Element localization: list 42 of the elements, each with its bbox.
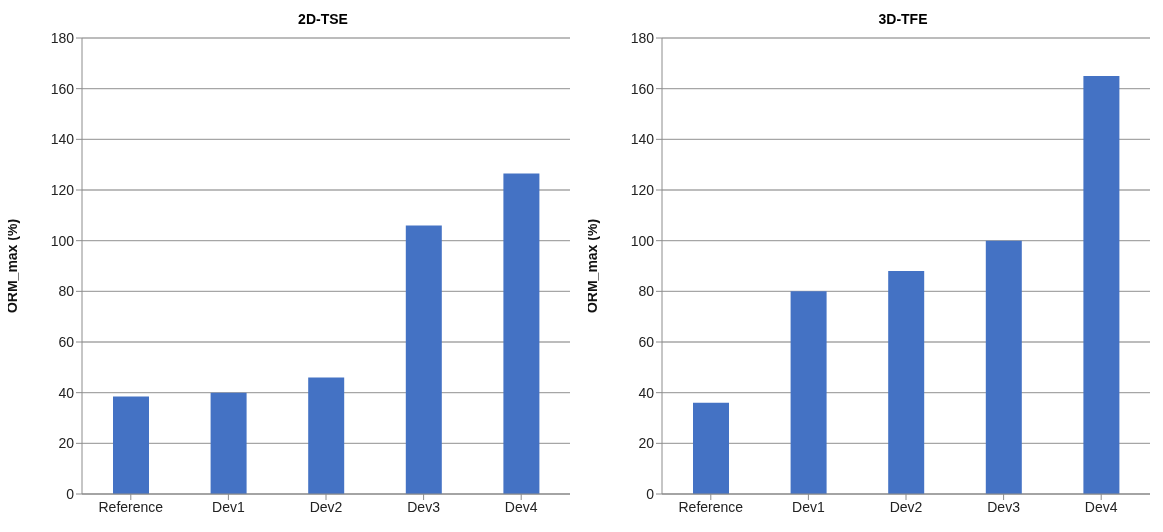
y-tick-label: 40	[58, 384, 75, 401]
bar	[1083, 76, 1120, 494]
y-tick-label: 60	[58, 333, 75, 350]
y-tick-label: 160	[50, 80, 75, 97]
y-tick-label: 160	[630, 80, 655, 97]
y-tick-label: 0	[646, 485, 655, 502]
y-tick-label: 80	[638, 283, 655, 300]
y-tick-label: 100	[50, 232, 75, 249]
chart-title: 3D-TFE	[877, 10, 929, 29]
bar	[888, 271, 925, 494]
y-tick-label: 0	[66, 485, 75, 502]
bar	[308, 377, 345, 494]
bar	[985, 240, 1022, 494]
bar	[693, 402, 729, 494]
y-tick-label: 80	[58, 283, 75, 300]
y-tick-label: 100	[630, 232, 655, 249]
y-tick-label: 180	[630, 29, 655, 46]
y-tick-label: 40	[638, 384, 655, 401]
bar	[210, 392, 247, 494]
bar	[790, 291, 827, 494]
chart-title: 2D-TSE	[297, 10, 349, 29]
bar	[503, 173, 540, 494]
x-tick-label: Dev2	[309, 498, 343, 515]
x-tick-label: Reference	[678, 498, 744, 515]
y-tick-label: 180	[50, 29, 75, 46]
x-tick-label: Dev4	[504, 498, 538, 515]
y-tick-label: 60	[638, 333, 655, 350]
y-tick-label: 120	[630, 181, 655, 198]
x-tick-label: Dev3	[407, 498, 441, 515]
bar	[113, 396, 149, 494]
y-tick-label: 20	[638, 435, 655, 452]
y-tick-label: 140	[50, 131, 75, 148]
x-tick-label: Dev2	[889, 498, 923, 515]
x-tick-label: Reference	[98, 498, 164, 515]
y-tick-label: 140	[630, 131, 655, 148]
x-tick-label: Dev1	[792, 498, 825, 515]
x-tick-label: Dev4	[1084, 498, 1118, 515]
y-tick-label: 120	[50, 181, 75, 198]
y-tick-label: 20	[58, 435, 75, 452]
bar	[405, 225, 442, 494]
x-tick-label: Dev1	[212, 498, 245, 515]
x-tick-label: Dev3	[987, 498, 1021, 515]
